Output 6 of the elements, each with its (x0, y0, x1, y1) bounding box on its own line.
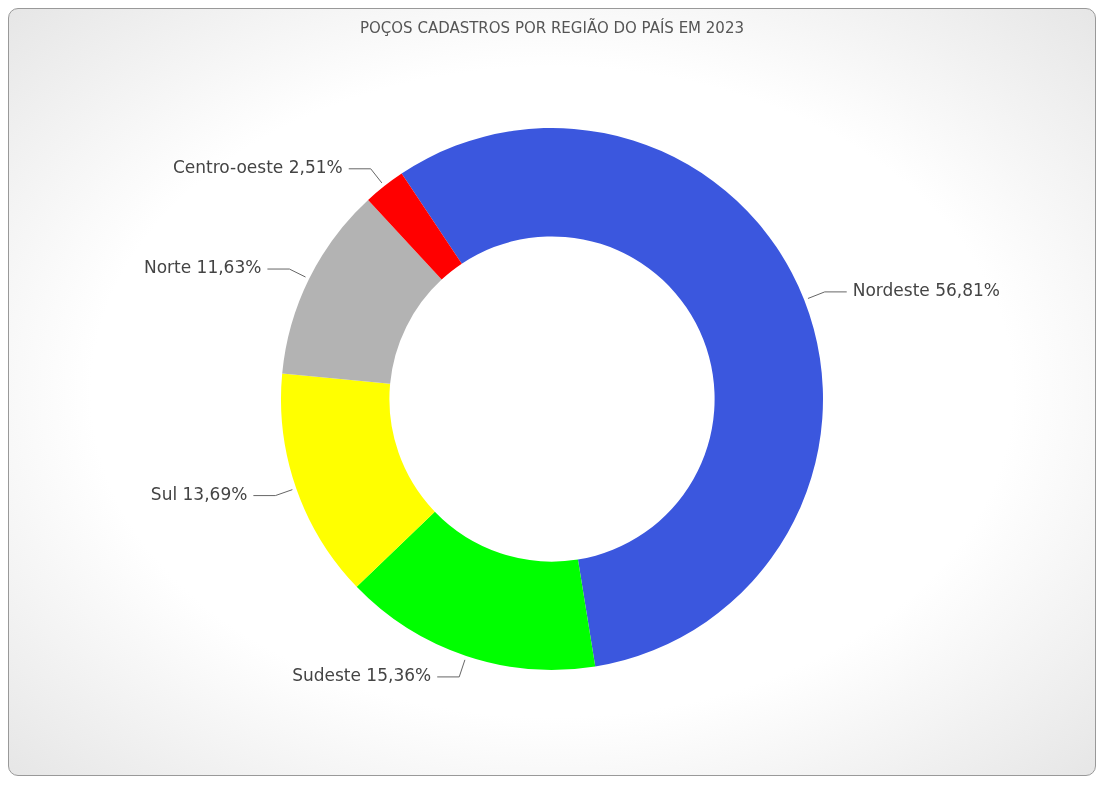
slice-label: Sudeste 15,36% (292, 665, 432, 686)
chart-title: POÇOS CADASTROS POR REGIÃO DO PAÍS EM 2023 (359, 17, 745, 39)
slice-label: Norte 11,63% (143, 257, 262, 278)
slice-label: Nordeste 56,81% (852, 280, 1000, 301)
slice-label: Centro-oeste 2,51% (172, 157, 343, 178)
slice-label: Sul 13,69% (150, 484, 248, 504)
